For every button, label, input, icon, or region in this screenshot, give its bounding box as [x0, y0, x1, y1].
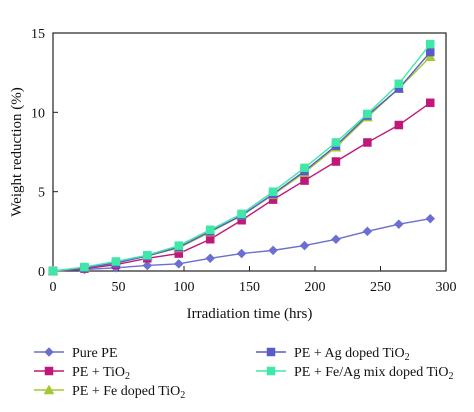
- data-point: [426, 98, 435, 108]
- data-point: [393, 219, 404, 230]
- data-point: [173, 259, 184, 269]
- legend-label-subscript: 2: [405, 352, 410, 363]
- legend-label-subscript: 2: [180, 390, 185, 401]
- data-point: [426, 47, 435, 57]
- legend-label: Pure PE: [72, 346, 118, 361]
- data-point: [111, 257, 121, 266]
- data-point: [237, 209, 246, 219]
- y-tick-label: 10: [31, 106, 45, 121]
- legend-label: PE + Fe doped TiO2: [72, 384, 185, 401]
- legend-item: PE + Fe/Ag mix doped TiO2: [256, 365, 454, 382]
- legend-marker: [44, 347, 54, 357]
- data-point: [363, 109, 372, 119]
- legend-item: Pure PE: [34, 346, 118, 361]
- data-point: [394, 79, 404, 89]
- legend-marker: [43, 384, 55, 395]
- series-1: [48, 98, 435, 276]
- data-point: [205, 225, 215, 234]
- x-tick-label: 50: [112, 280, 126, 295]
- legend: Pure PE PE + Ag doped TiO2 PE + TiO2 PE + F…: [34, 346, 454, 401]
- series-line: [52, 43, 431, 272]
- x-tick-label: 300: [436, 280, 457, 295]
- x-tick-label: 150: [239, 280, 260, 295]
- data-point: [426, 39, 435, 49]
- data-point: [425, 213, 436, 224]
- legend-marker: [266, 366, 276, 376]
- data-point: [300, 163, 309, 173]
- series-line: [52, 51, 431, 272]
- x-tick-label: 250: [370, 280, 391, 295]
- y-tick-label: 15: [31, 27, 45, 42]
- series-3: [48, 47, 435, 276]
- series-4: [48, 39, 435, 276]
- data-point: [142, 260, 153, 271]
- data-point: [143, 250, 152, 260]
- data-point: [80, 262, 89, 272]
- data-point: [174, 241, 184, 250]
- legend-item: PE + Fe doped TiO2: [34, 384, 185, 401]
- x-tick-label: 0: [50, 280, 57, 295]
- legend-marker: [266, 347, 276, 357]
- data-point: [268, 245, 278, 256]
- legend-label: PE + Ag doped TiO2: [294, 346, 410, 363]
- legend-item: PE + Ag doped TiO2: [256, 346, 410, 363]
- legend-label-subscript: 2: [449, 371, 454, 382]
- y-tick-label: 0: [38, 265, 45, 280]
- data-point: [331, 157, 341, 166]
- legend-item: PE + TiO2: [34, 365, 130, 382]
- series-line: [52, 56, 431, 272]
- data-point: [205, 235, 215, 244]
- y-tick-label: 5: [38, 186, 45, 201]
- data-point: [394, 120, 404, 130]
- legend-label-subscript: 2: [125, 371, 130, 382]
- data-point: [331, 138, 341, 147]
- y-axis-label: Weight reduction (%): [9, 87, 25, 217]
- legend-marker: [44, 366, 54, 376]
- series-2: [47, 51, 436, 276]
- data-point: [299, 240, 310, 251]
- series-line: [52, 102, 431, 272]
- data-point: [48, 266, 58, 276]
- data-point: [363, 138, 372, 147]
- data-point: [331, 234, 341, 245]
- x-axis-label: Irradiation time (hrs): [187, 306, 313, 322]
- x-tick-label: 100: [174, 280, 195, 295]
- x-tick-label: 200: [305, 280, 326, 295]
- data-point: [268, 187, 278, 196]
- plot-area-frame: [52, 32, 447, 272]
- data-point: [362, 226, 373, 237]
- data-point: [424, 51, 436, 62]
- data-point: [205, 253, 216, 264]
- data-point: [300, 176, 309, 185]
- legend-label: PE + Fe/Ag mix doped TiO2: [294, 365, 454, 382]
- data-point: [236, 248, 247, 259]
- legend-label: PE + TiO2: [72, 365, 130, 382]
